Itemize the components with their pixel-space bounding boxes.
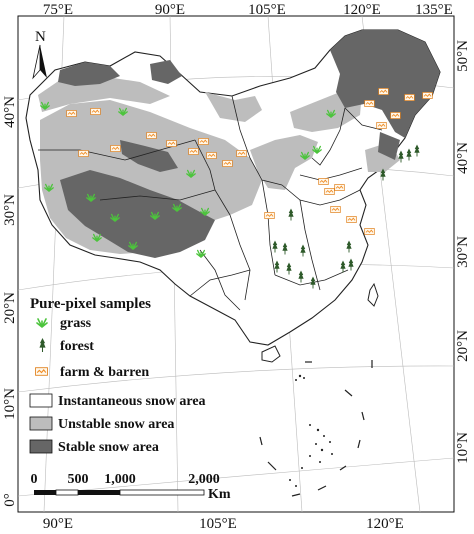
- farm-sample: [330, 206, 341, 213]
- legend-swatch-stable: [29, 439, 53, 454]
- taiwan-island: [367, 282, 379, 307]
- farm-sample: [264, 212, 275, 219]
- legend-label-instantaneous: Instantaneous snow area: [58, 394, 206, 409]
- north-arrow: N: [32, 29, 47, 80]
- lon-tick-top: 105°E: [248, 2, 286, 18]
- lat-tick-right: 20°N: [455, 330, 471, 362]
- farm-sample: [378, 88, 389, 95]
- lon-tick-bottom: 105°E: [199, 516, 237, 532]
- legend-label-unstable: Unstable snow area: [58, 417, 174, 432]
- farm-sample: [66, 110, 77, 117]
- lat-tick-right: 50°N: [455, 40, 471, 72]
- legend-swatch-instantaneous: [29, 393, 53, 408]
- scale-label: 500: [68, 472, 89, 487]
- farm-sample: [198, 138, 209, 145]
- legend-label-forest: forest: [60, 339, 94, 354]
- lat-tick-left: 10°N: [2, 388, 18, 420]
- lat-tick-left: 30°N: [2, 194, 18, 226]
- south-china-sea-islands: [289, 374, 333, 487]
- farm-sample: [422, 92, 433, 99]
- farm-sample: [78, 150, 89, 157]
- farm-sample: [90, 108, 101, 115]
- lat-tick-left: 0°: [2, 493, 18, 507]
- scale-label: 0: [31, 472, 38, 487]
- lat-tick-right: 30°N: [455, 236, 471, 268]
- legend-label-grass: grass: [60, 316, 92, 331]
- right-latitude-ticks: 50°N 40°N 30°N 20°N 10°N: [455, 40, 471, 464]
- farm-sample: [146, 132, 157, 139]
- legend-label-stable: Stable snow area: [58, 440, 159, 455]
- farm-sample: [346, 216, 357, 223]
- lat-tick-right: 40°N: [455, 142, 471, 174]
- legend-label-farm: farm & barren: [60, 365, 149, 380]
- stable-snow-area: [58, 30, 440, 258]
- farm-sample: [188, 148, 199, 155]
- farm-sample: [236, 150, 247, 157]
- scale-unit: Km: [208, 487, 231, 502]
- south-china-sea-boundary: [259, 360, 373, 497]
- lat-tick-left: 40°N: [2, 96, 18, 128]
- left-latitude-ticks: 40°N 30°N 20°N 10°N 0°: [2, 96, 18, 507]
- farm-icon: [35, 367, 48, 376]
- scale-label: 1,000: [104, 472, 136, 487]
- farm-sample: [222, 160, 233, 167]
- lon-tick-top: 90°E: [155, 2, 185, 18]
- bottom-longitude-ticks: 90°E 105°E 120°E: [43, 516, 404, 532]
- lon-tick-top: 135°E: [415, 2, 453, 18]
- farm-sample: [390, 112, 401, 119]
- farm-sample: [110, 145, 121, 152]
- lat-tick-right: 10°N: [455, 432, 471, 464]
- lon-tick-top: 120°E: [343, 2, 381, 18]
- farm-sample: [324, 188, 335, 195]
- north-arrow-label: N: [35, 29, 46, 45]
- farm-sample: [166, 140, 177, 147]
- farm-sample: [334, 184, 345, 191]
- farm-sample: [206, 152, 217, 159]
- farm-sample: [318, 178, 329, 185]
- province-borders: [38, 95, 383, 311]
- farm-sample: [364, 228, 375, 235]
- lon-tick-bottom: 120°E: [366, 516, 404, 532]
- legend-title: Pure-pixel samples: [30, 296, 151, 312]
- hainan-island: [261, 345, 281, 363]
- legend-swatch-unstable: [29, 416, 53, 431]
- legend: Pure-pixel samples grass forest farm & b…: [29, 296, 206, 455]
- farm-sample: [404, 94, 415, 101]
- lat-tick-left: 20°N: [2, 292, 18, 324]
- top-longitude-ticks: 75°E 90°E 105°E 120°E 135°E: [43, 2, 453, 18]
- lon-tick-top: 75°E: [43, 2, 73, 18]
- scale-bar: 0 500 1,000 2,000 Km: [31, 472, 231, 502]
- scale-label: 2,000: [188, 472, 220, 487]
- farm-sample: [364, 100, 375, 107]
- north-arrow-icon: [40, 45, 47, 78]
- lon-tick-bottom: 90°E: [43, 516, 73, 532]
- farm-sample: [376, 122, 387, 129]
